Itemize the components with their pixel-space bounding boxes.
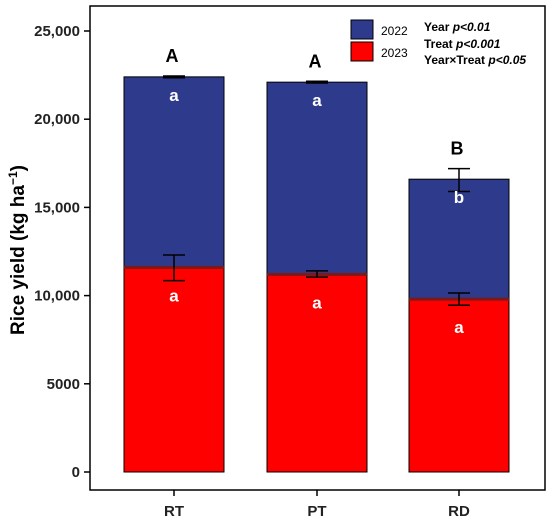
y-tick-label: 5000	[47, 376, 80, 393]
bar-layer	[123, 76, 510, 473]
stat-line-year: Year p<0.01	[424, 20, 491, 34]
error-bar-layer	[163, 75, 470, 307]
bar-segment-2023	[266, 273, 368, 473]
letter-2022: a	[169, 86, 179, 105]
x-tick-label: PT	[307, 503, 326, 520]
letter-2023: a	[454, 318, 464, 337]
stat-interaction-label: Year×Treat	[424, 53, 485, 67]
stat-year-label: Year	[424, 20, 450, 34]
letter-total: A	[309, 51, 322, 71]
stat-year-p: p<0.01	[452, 20, 491, 34]
stat-line-interaction: Year×Treat p<0.05	[424, 53, 526, 67]
legend-swatch-2023	[350, 41, 374, 62]
x-axis: RT PT RD	[164, 490, 470, 520]
significance-letters: a a Aa a Ab a B	[166, 46, 465, 337]
y-tick-label: 0	[72, 464, 80, 481]
letter-total: B	[451, 139, 464, 159]
stat-line-treat: Treat p<0.001	[424, 37, 501, 51]
y-axis: 0 5000 10,000 15,000 20,000 25,000	[34, 23, 90, 481]
y-axis-title-superscript: −1	[6, 171, 20, 185]
stat-interaction-p: p<0.05	[487, 53, 526, 67]
letter-2023: a	[169, 286, 179, 305]
x-tick-label: RT	[164, 503, 184, 520]
y-tick-label: 15,000	[34, 199, 80, 216]
letter-2023: a	[312, 293, 322, 312]
legend-label-2023: 2023	[381, 46, 408, 60]
legend-swatch-2022	[350, 19, 374, 40]
stat-treat-label: Treat	[424, 37, 453, 51]
y-tick-label: 20,000	[34, 111, 80, 128]
letter-2022: b	[454, 188, 464, 207]
stats-annotation: Year p<0.01 Treat p<0.001 Year×Treat p<0…	[424, 20, 526, 67]
x-tick-label: RD	[448, 503, 470, 520]
y-axis-title-main: Rice yield (kg ha	[8, 185, 29, 335]
legend: 2022 2023	[350, 19, 408, 62]
y-tick-label: 10,000	[34, 288, 80, 305]
y-axis-title: Rice yield (kg ha−1)	[6, 165, 29, 335]
legend-label-2022: 2022	[381, 24, 408, 38]
letter-2022: a	[312, 91, 322, 110]
y-tick-label: 25,000	[34, 23, 80, 40]
stat-treat-p: p<0.001	[455, 37, 501, 51]
bar-segment-2022	[266, 81, 368, 275]
bar-segment-2022	[123, 76, 225, 268]
y-axis-title-close: )	[8, 165, 29, 171]
letter-total: A	[166, 46, 179, 66]
